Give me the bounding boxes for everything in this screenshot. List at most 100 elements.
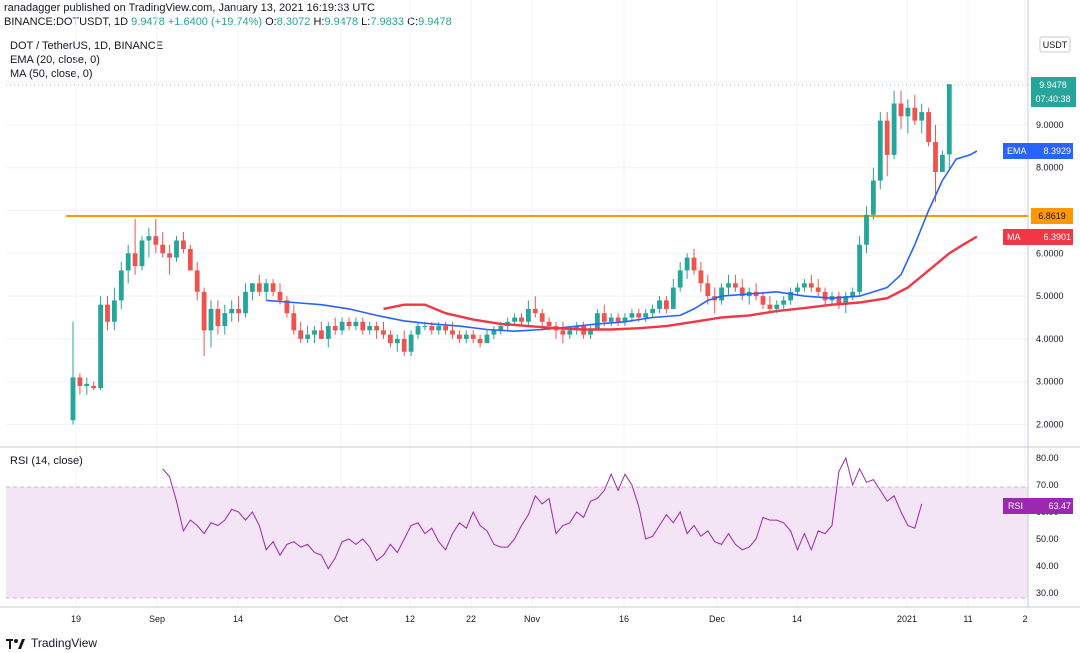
- candle-body: [512, 317, 517, 322]
- candle-body: [595, 313, 600, 331]
- price-tick-label: 9.0000: [1036, 120, 1064, 130]
- ema-tag: [1003, 143, 1073, 159]
- candle-body: [608, 317, 614, 322]
- candle-body: [250, 283, 255, 292]
- rsi-tick-label: 70.00: [1036, 480, 1059, 490]
- candle-body: [526, 308, 531, 322]
- candle-body: [91, 385, 97, 389]
- candle-body: [187, 249, 193, 271]
- candle-body: [457, 334, 462, 339]
- price-tick-label: 3.0000: [1036, 377, 1064, 387]
- candle-body: [919, 112, 925, 121]
- candle-body: [484, 334, 490, 344]
- rsi-line: [162, 456, 923, 570]
- candle-body: [256, 283, 262, 292]
- candle-body: [381, 330, 386, 335]
- candle-body: [70, 377, 76, 421]
- candle-body: [822, 291, 828, 301]
- ma-legend[interactable]: MA (50, close, 0): [10, 68, 93, 80]
- candle-body: [636, 313, 642, 318]
- candle-body: [933, 142, 938, 172]
- time-tick-label: 12: [405, 614, 415, 624]
- candle-body: [705, 283, 711, 297]
- candle-body: [374, 326, 379, 331]
- ma-line: [383, 235, 978, 331]
- countdown-value: 07:40:38: [1035, 94, 1070, 104]
- candle-body: [877, 120, 883, 181]
- candle-body: [132, 253, 138, 267]
- candle-body: [222, 313, 228, 327]
- open-value: 8.3072: [276, 16, 311, 28]
- publisher-line: ranadagger published on TradingView.com,…: [4, 2, 375, 14]
- rsi-tag: [1003, 498, 1073, 514]
- time-tick-label: 19: [71, 614, 81, 624]
- candle-body: [940, 154, 945, 172]
- candle-body: [463, 334, 469, 339]
- footer-brand[interactable]: TradingView: [6, 636, 97, 650]
- candle-body: [691, 257, 697, 271]
- candle-body: [657, 300, 662, 309]
- candle-body: [719, 287, 724, 301]
- candle-body: [491, 330, 497, 335]
- candle-body: [443, 326, 448, 331]
- ma-tag-label: MA: [1007, 232, 1021, 242]
- candle-body: [519, 317, 524, 322]
- candle-body: [843, 296, 849, 305]
- unit-box[interactable]: [1039, 36, 1071, 53]
- candle-body: [546, 321, 552, 327]
- price-tick-label: 2.0000: [1036, 420, 1064, 430]
- candle-body: [767, 304, 773, 309]
- symbol-ohlc-line: BINANCE:DOTUSDT, 1D 9.9478 +1.6400 (+19.…: [4, 16, 452, 28]
- open-label: O:: [265, 16, 277, 28]
- candle-body: [836, 296, 842, 305]
- level-tag: [1031, 208, 1073, 224]
- time-tick-label: 14: [233, 614, 243, 624]
- ema-tag-label: EMA: [1007, 146, 1027, 156]
- price-axis-ticks: 2.0000 3.0000 4.0000 5.0000 6.0000 8.0000 9.00…: [1036, 120, 1064, 430]
- candlestick-series: [70, 84, 952, 425]
- candle-body: [622, 317, 628, 322]
- candle-body: [112, 300, 117, 322]
- candle-body: [857, 244, 862, 292]
- price-tick-label: 6.0000: [1036, 248, 1064, 258]
- candle-body: [864, 214, 869, 245]
- candle-body: [905, 107, 911, 117]
- candle-body: [884, 120, 890, 155]
- candle-body: [243, 291, 248, 314]
- chart-title[interactable]: DOT / TetherUS, 1D, BINANCE: [10, 40, 164, 52]
- candle-body: [760, 296, 766, 305]
- candle-body: [174, 240, 179, 258]
- symbol-label: BINANCE:DOTUSDT, 1D: [4, 16, 129, 28]
- tradingview-logo-icon: [6, 639, 25, 649]
- candle-body: [153, 236, 159, 245]
- candle-body: [139, 240, 145, 267]
- rsi-tag-label: RSI: [1008, 501, 1023, 511]
- candle-body: [795, 287, 800, 292]
- candle-body: [146, 236, 152, 241]
- candle-body: [422, 326, 428, 328]
- candle-body: [808, 283, 814, 288]
- high-label: H:: [313, 16, 325, 28]
- candle-body: [160, 244, 166, 254]
- level-tag-value: 6.8619: [1038, 211, 1066, 221]
- candle-body: [788, 291, 793, 301]
- indicator-legend: DOT / TetherUS, 1D, BINANCE EMA (20, clo…: [10, 39, 163, 81]
- candle-body: [629, 313, 635, 318]
- time-tick-label: Dec: [709, 614, 726, 624]
- ma-tag: [1003, 229, 1073, 245]
- candle-body: [353, 321, 359, 327]
- candle-body: [77, 377, 83, 386]
- candle-body: [105, 304, 110, 322]
- candle-body: [926, 112, 931, 143]
- candle-body: [415, 326, 421, 335]
- rsi-tick-label: 80.00: [1036, 453, 1059, 463]
- candle-body: [470, 334, 476, 339]
- candle-body: [498, 326, 504, 331]
- candle-body: [229, 308, 235, 314]
- candle-body: [401, 338, 407, 352]
- ema-legend[interactable]: EMA (20, close, 0): [10, 54, 100, 66]
- candle-body: [871, 180, 876, 215]
- candle-body: [388, 334, 393, 344]
- rsi-legend[interactable]: RSI (14, close): [10, 455, 83, 467]
